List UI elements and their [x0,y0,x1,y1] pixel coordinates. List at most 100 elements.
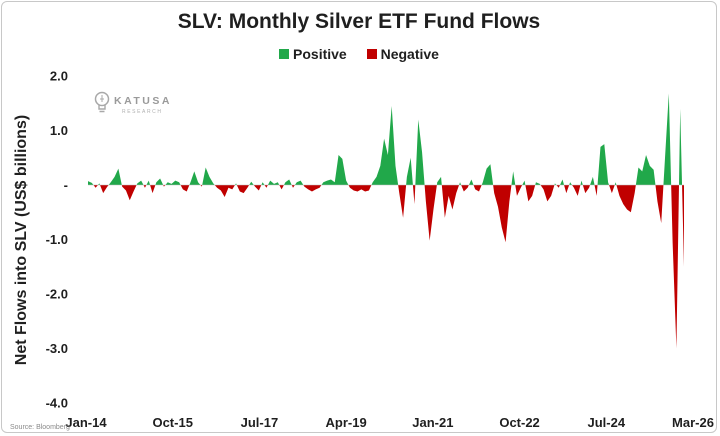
data-point [270,180,271,181]
data-point [399,193,400,194]
data-point [520,187,521,188]
y-tick-label: -4.0 [46,396,68,411]
data-point [156,182,157,183]
data-point [338,154,339,155]
data-point [501,227,502,228]
data-point [384,138,385,139]
lightbulb-icon [94,91,110,113]
data-point [558,187,559,188]
data-point [524,180,525,181]
source-note: Source: Bloomberg [10,424,70,431]
x-tick-label: Jul-24 [587,415,625,430]
data-point [497,206,498,207]
data-point [346,180,347,181]
data-point [490,164,491,165]
data-point [232,189,233,190]
x-tick-label: Mar-26 [672,415,714,430]
data-point [239,191,240,192]
data-point [467,187,468,188]
data-point [361,189,362,190]
x-tick-label: Oct-15 [152,415,192,430]
y-tick-label: 1.0 [50,123,68,138]
data-point [448,195,449,196]
data-point [342,158,343,159]
data-point [357,191,358,192]
data-point [440,176,441,177]
data-point [478,191,479,192]
data-point [175,180,176,181]
data-point [672,242,673,243]
data-point [391,105,392,106]
data-point [657,201,658,202]
data-point [308,189,309,190]
data-point [615,182,616,183]
data-point [152,193,153,194]
data-point [365,191,366,192]
data-point [664,157,665,158]
data-point [429,240,430,241]
data-point [676,348,677,349]
data-point [209,176,210,177]
data-point [95,187,96,188]
data-point [194,171,195,172]
data-point [577,195,578,196]
y-tick-label: -1.0 [46,232,68,247]
data-point [125,190,126,191]
data-point [459,182,460,183]
y-tick-label: 2.0 [50,69,68,84]
data-point [99,183,100,184]
watermark-name: KATUSA [114,95,172,107]
data-point [205,167,206,168]
data-point [425,201,426,202]
y-tick-label: - [64,178,68,193]
data-point [353,190,354,191]
data-point [380,165,381,166]
data-point [296,182,297,183]
data-point [160,178,161,179]
data-point [304,186,305,187]
data-point [456,193,457,194]
data-point [661,223,662,224]
data-point [171,183,172,184]
data-point [179,182,180,183]
data-point [619,195,620,196]
data-point [623,203,624,204]
data-point [535,182,536,183]
data-point [566,193,567,194]
data-point [410,157,411,158]
data-point [570,182,571,183]
data-point [300,180,301,181]
data-point [611,193,612,194]
data-point [471,179,472,180]
data-point [581,180,582,181]
data-point [262,182,263,183]
data-point [642,171,643,172]
data-point [486,168,487,169]
data-point [144,187,145,188]
data-point [319,187,320,188]
data-point [129,200,130,201]
data-point [588,187,589,188]
data-point [630,212,631,213]
data-point [137,183,138,184]
data-point [349,187,350,188]
data-point [634,193,635,194]
data-point [266,187,267,188]
data-point [494,193,495,194]
data-point [368,190,369,191]
data-point [372,182,373,183]
data-point [197,182,198,183]
data-point [444,217,445,218]
data-point [482,182,483,183]
data-point [421,152,422,153]
data-point [277,182,278,183]
data-point [626,209,627,210]
data-point [315,189,316,190]
data-point [216,187,217,188]
data-point [395,165,396,166]
data-point [148,180,149,181]
data-point [414,203,415,204]
data-point [547,201,548,202]
